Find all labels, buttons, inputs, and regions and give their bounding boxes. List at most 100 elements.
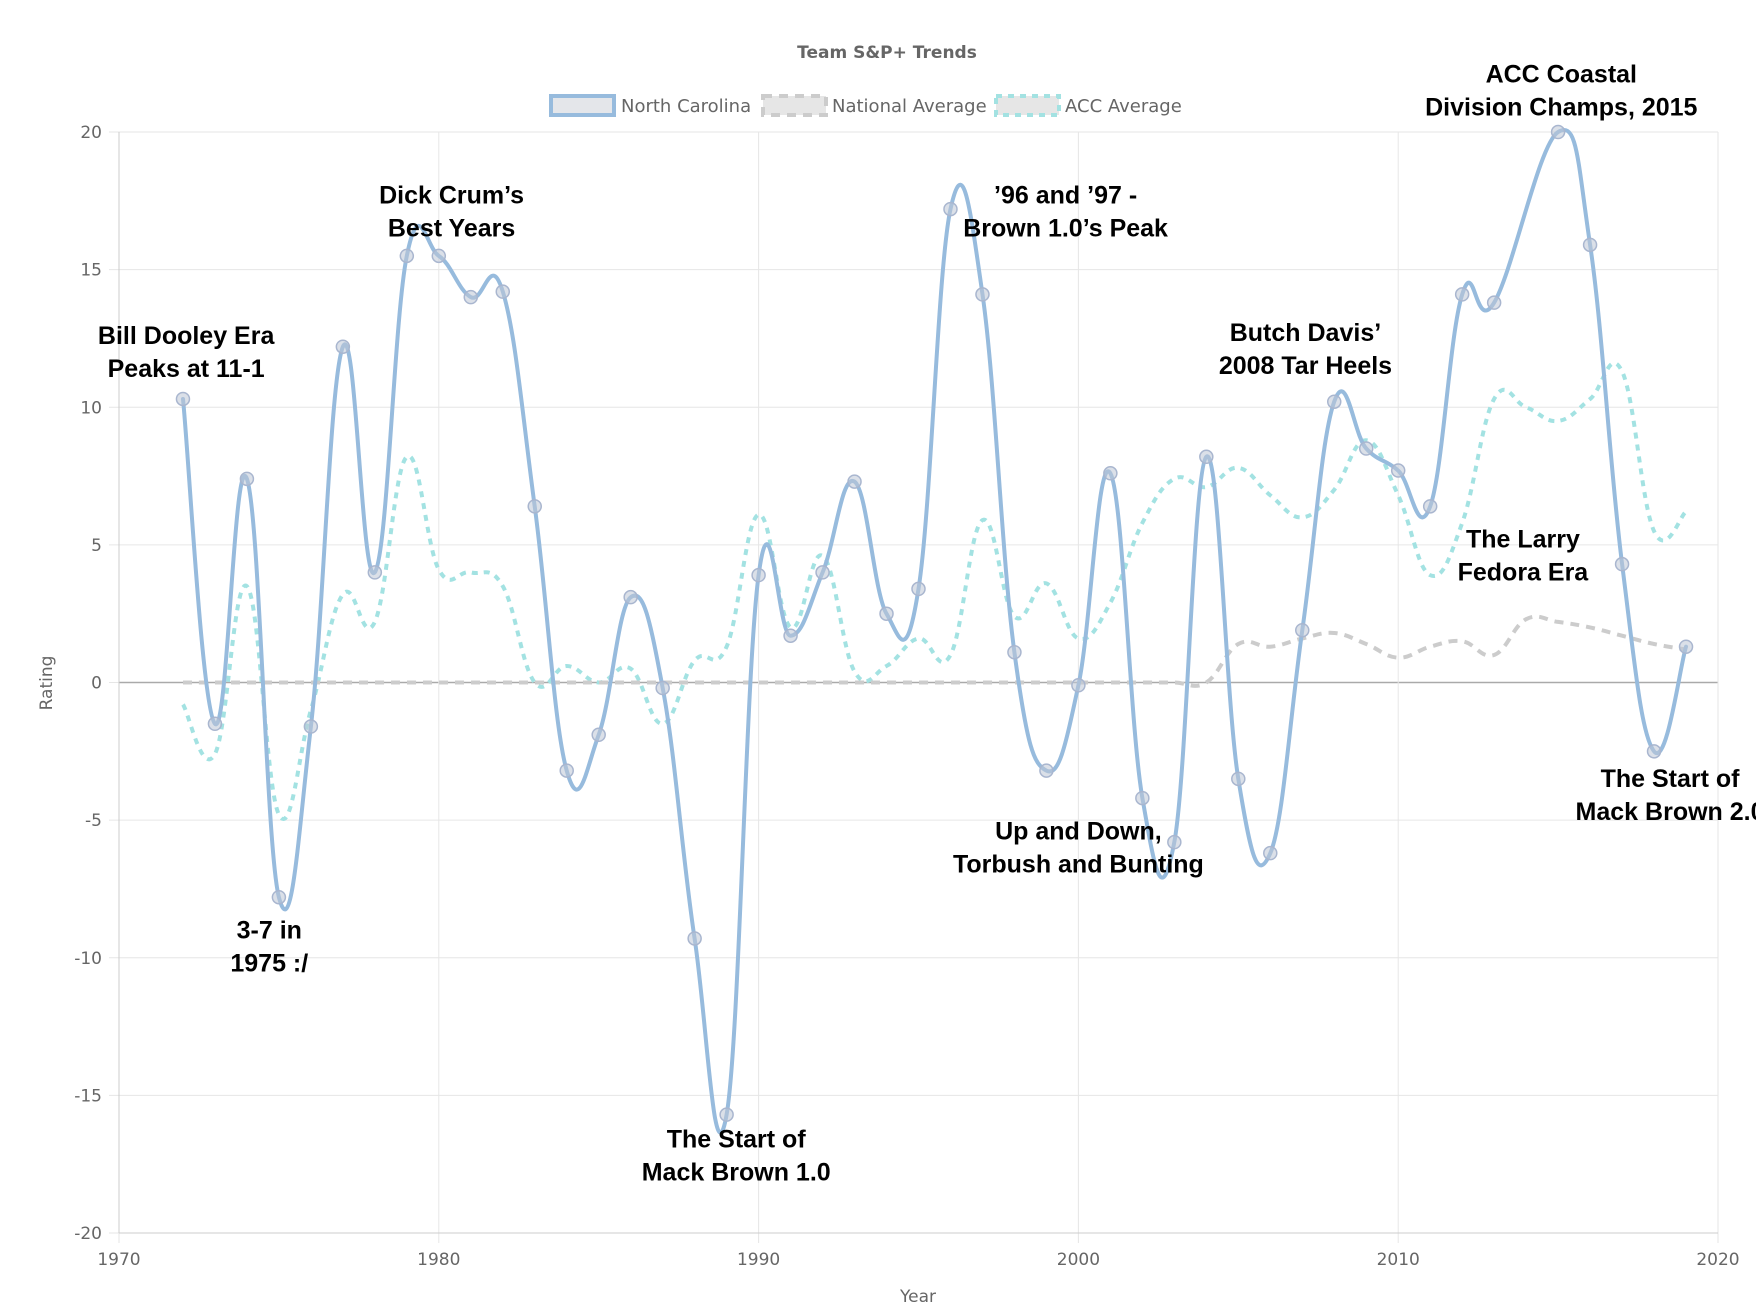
annotation-label: The Start of Mack Brown 1.0 [642,1126,831,1187]
y-tick-label: 0 [91,674,102,694]
series [175,124,1694,1135]
series-line-acc-average [181,361,1688,821]
data-point [879,606,894,621]
annotation-line: 1975 :/ [230,949,308,977]
data-point [623,589,638,605]
legend-label: ACC Average [1065,96,1182,117]
y-tick-label: -15 [74,1086,102,1106]
y-tick-label: 10 [80,398,102,418]
legend-item: North Carolina [549,94,751,117]
annotations: Bill Dooley Era Peaks at 11-1 3-7 in 1975 :… [98,60,1756,1186]
annotation-line: 3-7 in [237,916,302,944]
data-point [1167,834,1182,850]
data-point [1135,790,1150,806]
x-tick-label: 1980 [417,1250,460,1270]
y-tick-label: -20 [74,1224,102,1244]
annotation-line: The Start of [1601,765,1741,793]
data-point [463,289,479,305]
annotation-line: Peaks at 11-1 [108,355,265,383]
annotation-line: Bill Dooley Era [98,322,276,350]
data-point [367,565,383,580]
annotation-line: Best Years [388,215,515,243]
annotation-label: Up and Down, Torbush and Bunting [953,817,1204,878]
annotation-line: Mack Brown 2.0 [1576,798,1756,826]
data-point [1071,678,1086,693]
y-tick-label: 20 [80,123,102,143]
annotation-line: 2008 Tar Heels [1219,352,1392,380]
legend-label: North Carolina [621,96,751,117]
y-tick-label: 15 [80,261,102,281]
annotation-line: Dick Crum’s [379,182,524,210]
annotation-line: Mack Brown 1.0 [642,1159,831,1187]
data-point [559,763,574,778]
legend-swatch [761,94,828,117]
data-point [1358,441,1374,456]
data-point [815,565,830,580]
annotation-label: ACC Coastal Division Champs, 2015 [1425,60,1697,121]
data-point [975,287,990,302]
annotation-line: ACC Coastal [1486,60,1637,88]
chart-title: Team S&P+ Trends [797,43,977,63]
annotation-line: The Larry [1466,526,1580,554]
data-point [399,248,415,264]
data-point [1007,644,1022,660]
data-point [303,719,319,734]
data-point [1231,771,1246,787]
annotation-label: The Larry Fedora Era [1458,526,1590,587]
x-tick-label: 1970 [97,1250,140,1270]
data-point [655,680,670,696]
legend-item: ACC Average [994,94,1182,117]
legend-label: National Average [832,96,987,117]
annotation-line: ’96 and ’97 - [994,182,1137,210]
data-point [911,581,926,597]
x-axis-title: Year [899,1287,936,1307]
axes: -20 -15 -10 -5 0 5 10 15 20 1970 1980 1990 2000 2010 2… [74,123,1739,1270]
x-tick-label: 2020 [1696,1250,1739,1270]
y-tick-label: -5 [85,811,102,831]
data-point [1103,466,1118,481]
data-point [751,567,766,583]
data-point [495,284,511,299]
data-point [687,931,702,946]
data-point [175,391,191,407]
data-point [1326,394,1342,409]
data-point [1646,744,1662,759]
data-point [1582,237,1598,253]
annotation-label: ’96 and ’97 - Brown 1.0’s Peak [963,182,1168,243]
y-tick-label: 5 [91,536,102,556]
annotation-label: Butch Davis’ 2008 Tar Heels [1219,319,1392,380]
data-point [847,474,862,489]
annotation-label: Bill Dooley Era Peaks at 11-1 [98,322,276,383]
annotation-line: Up and Down, [995,817,1162,845]
data-point [719,1107,734,1122]
data-point [1263,845,1278,861]
data-point [1039,763,1054,778]
legend: North Carolina National Average ACC Averag… [549,94,1182,117]
data-point [271,889,287,905]
x-tick-label: 2000 [1057,1250,1100,1270]
x-tick-label: 2010 [1377,1250,1420,1270]
legend-swatch [549,94,616,117]
series-acc-average [181,361,1688,821]
y-axis-title: Rating [37,656,57,711]
data-point [1486,295,1502,310]
series-line-north-carolina [181,128,1688,1135]
annotation-line: Butch Davis’ [1230,319,1381,347]
data-point [1678,639,1694,654]
data-point [335,339,351,354]
y-tick-label: -10 [74,949,102,969]
annotation-line: Fedora Era [1458,559,1590,587]
data-point [1422,499,1438,514]
data-point [591,727,606,743]
annotation-line: Torbush and Bunting [953,850,1204,878]
annotation-label: Dick Crum’s Best Years [379,182,524,243]
data-point [1390,463,1406,478]
annotation-label: 3-7 in 1975 :/ [230,916,308,977]
data-point [1550,124,1566,140]
data-point [239,471,255,487]
series-north-carolina [175,124,1694,1135]
data-point [1199,449,1214,465]
data-point [783,628,798,643]
